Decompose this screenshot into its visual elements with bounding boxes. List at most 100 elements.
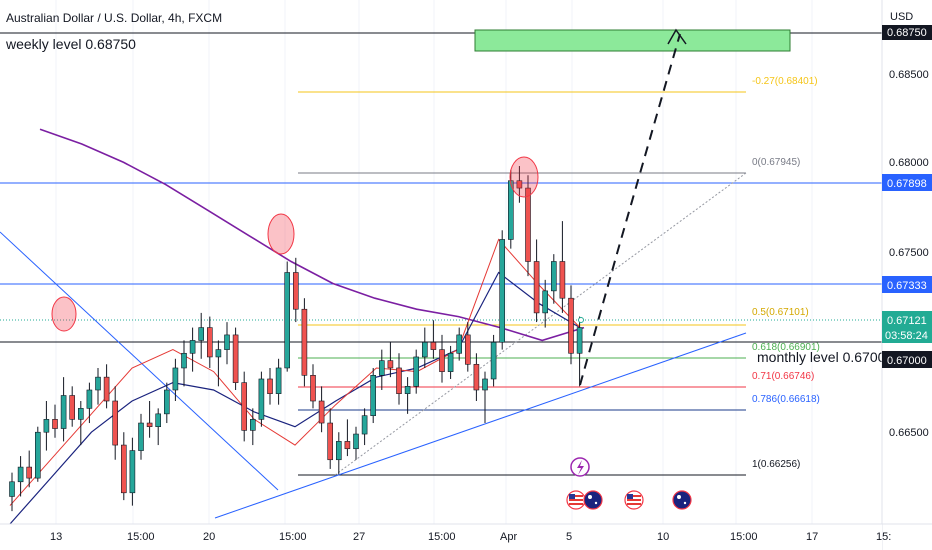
sma-long-line[interactable] [39, 128, 585, 342]
candle-up[interactable] [284, 272, 291, 369]
candle-up[interactable] [507, 180, 514, 240]
currency-label: USD [890, 11, 913, 23]
price-tag-0.67333-bg [882, 276, 932, 293]
candle-down[interactable] [103, 376, 110, 402]
candle-down[interactable] [267, 378, 273, 394]
time-label: 15:00 [730, 531, 758, 543]
candle-up[interactable] [9, 481, 15, 497]
price-tag-0.67333: 0.67333 [887, 280, 927, 292]
candle-down[interactable] [112, 400, 118, 446]
candle-up[interactable] [353, 433, 359, 450]
candle-up[interactable] [250, 419, 256, 431]
candle-up[interactable] [78, 408, 84, 420]
candle-down[interactable] [301, 308, 308, 376]
price-tag-monthly-bg [882, 351, 932, 368]
candle-up[interactable] [129, 450, 136, 494]
candle-down[interactable] [464, 334, 471, 365]
candle-down[interactable] [525, 187, 531, 262]
candle-up[interactable] [60, 395, 67, 429]
price-tag-monthly: 0.67000 [887, 355, 927, 367]
candle-down[interactable] [559, 261, 566, 299]
candle-up[interactable] [258, 378, 265, 420]
candle-up[interactable] [490, 341, 497, 380]
candle-down[interactable] [52, 419, 58, 429]
candle-up[interactable] [413, 356, 420, 387]
candle-down[interactable] [318, 400, 325, 424]
swing-high-marker-1[interactable] [51, 296, 77, 332]
candle-up[interactable] [370, 375, 377, 416]
candle-down[interactable] [292, 272, 299, 310]
time-label: 15: [876, 531, 891, 543]
price-tick-0.68500: 0.68500 [889, 69, 929, 81]
candle-up[interactable] [138, 422, 144, 451]
time-label: 17 [806, 531, 818, 543]
fib-label-0: 0(0.67945) [752, 157, 800, 168]
candle-up[interactable] [447, 352, 454, 372]
candle-down[interactable] [241, 382, 247, 431]
swing-high-marker-2[interactable] [267, 213, 295, 255]
candle-up[interactable] [164, 389, 170, 415]
candle-down[interactable] [516, 180, 523, 189]
candle-up[interactable] [550, 261, 557, 292]
candle-up[interactable] [378, 360, 385, 376]
us-flag-icon[interactable] [566, 490, 586, 510]
candle-up[interactable] [482, 378, 488, 391]
projection-path[interactable] [579, 33, 681, 386]
au-flag-icon[interactable] [583, 490, 603, 510]
candle-down[interactable] [207, 327, 213, 358]
candle-down[interactable] [568, 297, 574, 354]
ema-mid-line[interactable] [9, 271, 581, 525]
time-label: 20 [203, 531, 215, 543]
candle-up[interactable] [215, 349, 222, 358]
candle-up[interactable] [421, 341, 428, 358]
candle-down[interactable] [121, 444, 127, 494]
candle-up[interactable] [456, 334, 463, 354]
candle-up[interactable] [576, 327, 583, 354]
candle-down[interactable] [69, 395, 75, 420]
candle-up[interactable] [17, 466, 24, 483]
candle-down[interactable] [473, 363, 480, 391]
candle-up[interactable] [198, 327, 204, 341]
au-flag-icon[interactable] [672, 490, 692, 510]
price-tag-weekly-bg [882, 25, 932, 40]
candle-down[interactable] [387, 360, 394, 369]
candle-up[interactable] [335, 441, 342, 461]
candle-down[interactable] [344, 441, 351, 450]
candle-up[interactable] [361, 415, 368, 435]
candle-up[interactable] [224, 334, 230, 350]
price-axis[interactable] [882, 0, 932, 524]
candle-down[interactable] [146, 422, 153, 428]
descending-trendline[interactable] [0, 231, 279, 491]
candle-up[interactable] [499, 239, 506, 343]
price-tag-current: 0.67121 [887, 315, 927, 327]
candle-down[interactable] [396, 367, 402, 394]
candle-down[interactable] [439, 349, 445, 372]
us-flag-icon[interactable] [624, 490, 644, 510]
candle-down[interactable] [232, 334, 239, 383]
event-icons-row[interactable] [566, 457, 692, 510]
candle-up[interactable] [275, 367, 282, 394]
candle-up[interactable] [181, 352, 187, 369]
swing-high-marker-3[interactable] [509, 156, 539, 198]
candle-up[interactable] [86, 389, 93, 409]
candle-down[interactable] [310, 375, 316, 402]
candle-up[interactable] [542, 290, 549, 314]
candle-down[interactable] [533, 261, 540, 314]
candle-up[interactable] [189, 340, 196, 354]
candle-up[interactable] [404, 386, 411, 394]
fib-trend-dotted[interactable] [334, 172, 747, 476]
candle-up[interactable] [95, 376, 101, 391]
candle-down[interactable] [26, 466, 33, 479]
ascending-trendline[interactable] [214, 332, 747, 519]
candle-down[interactable] [327, 422, 334, 461]
candle-up[interactable] [172, 367, 179, 391]
candle-up[interactable] [43, 419, 50, 433]
time-axis-labels: 13 15:00 20 15:00 27 15:00 Apr 5 10 15:00 17 15: [50, 531, 891, 543]
candlestick-series[interactable] [9, 166, 583, 512]
target-zone[interactable] [474, 29, 791, 52]
candle-up[interactable] [34, 431, 41, 479]
time-axis[interactable] [0, 524, 882, 550]
candle-up[interactable] [155, 413, 161, 428]
candle-down[interactable] [430, 341, 437, 350]
